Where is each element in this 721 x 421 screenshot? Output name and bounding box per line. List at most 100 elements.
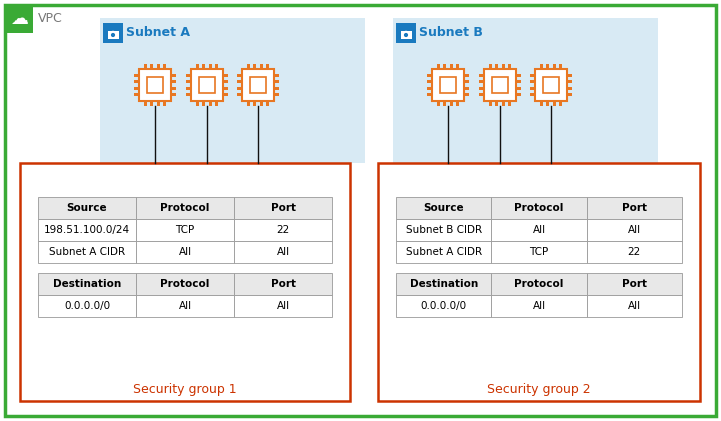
Text: Security group 2: Security group 2 xyxy=(487,383,590,395)
Bar xyxy=(437,101,440,106)
Bar xyxy=(38,197,136,219)
Bar xyxy=(136,273,234,295)
Bar xyxy=(400,31,412,39)
Bar xyxy=(234,241,332,263)
Bar xyxy=(495,101,498,106)
Bar xyxy=(443,64,446,69)
Bar xyxy=(491,197,587,219)
Bar xyxy=(274,74,279,77)
Text: 0.0.0.0/0: 0.0.0.0/0 xyxy=(64,301,110,311)
Bar xyxy=(171,93,176,96)
Bar xyxy=(196,64,199,69)
Bar xyxy=(202,101,205,106)
Bar xyxy=(186,87,191,90)
Text: 22: 22 xyxy=(628,247,641,257)
Bar xyxy=(530,87,535,90)
Bar xyxy=(491,241,587,263)
Text: Source: Source xyxy=(423,203,464,213)
Bar xyxy=(396,295,491,317)
Bar xyxy=(237,87,242,90)
Bar xyxy=(38,295,136,317)
Bar xyxy=(464,74,469,77)
Bar xyxy=(134,93,139,96)
Bar xyxy=(587,197,682,219)
Bar xyxy=(134,74,139,77)
Circle shape xyxy=(112,34,115,36)
Text: Security group 1: Security group 1 xyxy=(133,383,236,395)
Text: Port: Port xyxy=(270,203,296,213)
Text: All: All xyxy=(276,301,290,311)
Bar xyxy=(396,23,416,43)
Bar xyxy=(464,87,469,90)
Bar xyxy=(530,93,535,96)
Bar xyxy=(396,197,491,219)
Text: Subnet A CIDR: Subnet A CIDR xyxy=(49,247,125,257)
Bar xyxy=(567,93,572,96)
Bar xyxy=(139,69,171,101)
Bar xyxy=(223,74,228,77)
Bar xyxy=(147,77,163,93)
Bar xyxy=(495,64,498,69)
Text: Protocol: Protocol xyxy=(514,203,564,213)
Bar xyxy=(464,93,469,96)
Bar xyxy=(234,219,332,241)
Bar xyxy=(530,80,535,83)
Bar xyxy=(552,101,556,106)
Bar xyxy=(484,69,516,101)
Bar xyxy=(492,77,508,93)
Bar xyxy=(543,77,559,93)
Bar xyxy=(274,87,279,90)
Text: Port: Port xyxy=(622,279,647,289)
Bar xyxy=(427,74,432,77)
Bar xyxy=(479,80,484,83)
Bar xyxy=(396,241,491,263)
Bar xyxy=(156,64,160,69)
Bar xyxy=(502,101,505,106)
Bar xyxy=(100,18,365,163)
Bar xyxy=(143,101,147,106)
Bar xyxy=(274,80,279,83)
Bar xyxy=(489,101,492,106)
Bar xyxy=(443,101,446,106)
Bar xyxy=(223,93,228,96)
Bar xyxy=(186,93,191,96)
Bar xyxy=(253,101,257,106)
Text: Subnet A CIDR: Subnet A CIDR xyxy=(406,247,482,257)
Bar xyxy=(163,64,167,69)
Bar xyxy=(103,23,123,43)
Bar xyxy=(508,64,511,69)
Bar xyxy=(38,241,136,263)
Text: ☁: ☁ xyxy=(10,10,28,28)
Bar xyxy=(393,18,658,163)
Bar xyxy=(242,69,274,101)
Text: TCP: TCP xyxy=(529,247,549,257)
Text: All: All xyxy=(178,301,192,311)
Bar xyxy=(502,64,505,69)
Bar xyxy=(530,74,535,77)
Bar xyxy=(171,74,176,77)
Bar xyxy=(427,87,432,90)
Text: Protocol: Protocol xyxy=(514,279,564,289)
Bar xyxy=(247,64,250,69)
Bar xyxy=(191,69,223,101)
Bar xyxy=(223,80,228,83)
Bar xyxy=(491,295,587,317)
Text: 0.0.0.0/0: 0.0.0.0/0 xyxy=(420,301,466,311)
Bar xyxy=(587,295,682,317)
Bar xyxy=(440,77,456,93)
Bar xyxy=(136,197,234,219)
Bar xyxy=(535,69,567,101)
Bar xyxy=(540,101,543,106)
Text: Source: Source xyxy=(66,203,107,213)
Bar xyxy=(450,101,453,106)
Bar xyxy=(134,80,139,83)
Bar xyxy=(274,93,279,96)
Bar xyxy=(150,101,154,106)
Bar xyxy=(432,69,464,101)
Text: Destination: Destination xyxy=(410,279,478,289)
Bar xyxy=(464,80,469,83)
Text: Protocol: Protocol xyxy=(160,203,210,213)
Bar xyxy=(171,87,176,90)
Text: 198.51.100.0/24: 198.51.100.0/24 xyxy=(44,225,130,235)
Bar xyxy=(456,64,459,69)
